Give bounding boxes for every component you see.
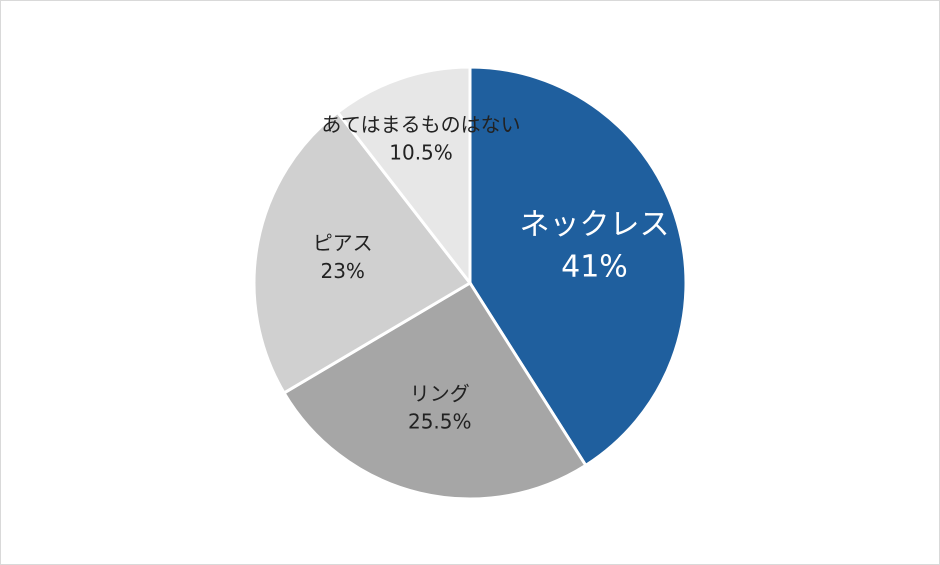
- slice-label: ネックレス: [519, 207, 669, 242]
- slice-label: ピアス: [313, 231, 373, 255]
- slice-value-label: 25.5%: [408, 410, 472, 434]
- slice-value-label: 23%: [320, 259, 364, 283]
- slice-label: あてはまるものはない: [321, 112, 520, 136]
- pie-slice: [335, 65, 472, 288]
- slice-value-label: 10.5%: [389, 140, 453, 164]
- pie-slice: [282, 280, 588, 501]
- slice-value-label: 41%: [561, 249, 628, 284]
- pie-slice: [252, 110, 473, 396]
- slice-label: リング: [410, 382, 470, 406]
